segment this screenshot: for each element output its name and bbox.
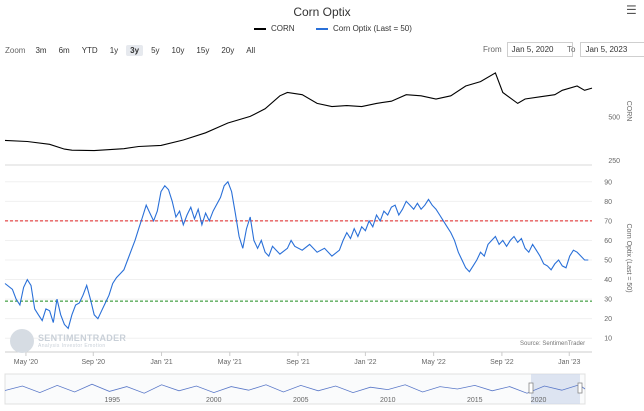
x-tick-label: Jan '22 (354, 359, 376, 366)
from-range: From Jan 5, 2020 (483, 42, 573, 57)
y-tick-label-bottom: 80 (604, 199, 612, 206)
right-axis-label-top: CORN (625, 101, 632, 122)
legend-swatch-optix (316, 27, 328, 30)
zoom-button-5y[interactable]: 5y (151, 46, 160, 55)
from-label: From (483, 45, 502, 54)
menu-icon[interactable]: ☰ (626, 3, 637, 17)
navigator-right-handle[interactable] (577, 382, 583, 394)
y-tick-label-bottom: 40 (604, 277, 612, 284)
y-tick-label-bottom: 70 (604, 218, 612, 225)
watermark-text: SENTIMENTRADER (38, 333, 127, 343)
x-tick-label: May '22 (421, 359, 445, 366)
legend-swatch-corn (254, 27, 266, 30)
zoom-button-all[interactable]: All (246, 46, 256, 55)
navigator-tick-label: 2005 (293, 397, 309, 404)
right-axis-label-bottom: Corn Optix (Last = 50) (625, 223, 632, 292)
watermark-subtext: Analysis Investor Emotion (38, 343, 106, 349)
source-note: Source: SentimenTrader (520, 341, 586, 347)
chart-title: Corn Optix (293, 5, 351, 19)
x-tick-label: Sep '20 (82, 359, 106, 366)
navigator-tick-label: 2000 (206, 397, 222, 404)
y-tick-label-bottom: 10 (604, 336, 612, 343)
legend-item-corn[interactable]: CORN (254, 24, 295, 33)
x-tick-label: May '21 (218, 359, 242, 366)
x-tick-label: Jan '21 (150, 359, 172, 366)
to-range: To Jan 5, 2023 (567, 42, 644, 57)
to-label: To (567, 45, 576, 54)
y-tick-label-bottom: 60 (604, 238, 612, 245)
navigator-tick-label: 2015 (467, 397, 483, 404)
x-tick-label: Sep '21 (286, 359, 310, 366)
x-tick-label: Jan '23 (558, 359, 580, 366)
y-tick-label-top-min: 250 (608, 158, 620, 165)
zoom-button-6m[interactable]: 6m (58, 46, 70, 55)
zoom-button-3m[interactable]: 3m (35, 46, 47, 55)
legend-item-optix[interactable]: Corn Optix (Last = 50) (316, 24, 412, 33)
series-line-corn (4, 72, 593, 152)
zoom-label: Zoom (5, 46, 26, 55)
y-tick-label-bottom: 90 (604, 179, 612, 186)
to-date-input[interactable]: Jan 5, 2023 (580, 42, 644, 57)
navigator-tick-label: 2020 (531, 397, 547, 404)
zoom-buttons: 3m 6m YTD 1y 3y 5y 10y 15y 20y All (31, 45, 263, 56)
watermark: SENTIMENTRADER Analysis Investor Emotion (10, 329, 126, 353)
watermark-logo-icon (10, 329, 34, 353)
y-tick-label-bottom: 50 (604, 258, 612, 265)
from-date-input[interactable]: Jan 5, 2020 (506, 42, 573, 57)
legend-label-optix: Corn Optix (Last = 50) (333, 24, 412, 33)
zoom-button-3y[interactable]: 3y (126, 45, 144, 56)
zoom-button-1y[interactable]: 1y (109, 46, 119, 55)
legend-label-corn: CORN (271, 24, 295, 33)
navigator-tick-label: 1995 (105, 397, 121, 404)
navigator-area (4, 373, 586, 405)
zoom-bar: Zoom 3m 6m YTD 1y 3y 5y 10y 15y 20y All (5, 44, 263, 57)
y-tick-label-bottom: 30 (604, 297, 612, 304)
zoom-button-ytd[interactable]: YTD (81, 46, 98, 55)
zoom-button-15y[interactable]: 15y (196, 46, 210, 55)
x-tick-label: May '20 (14, 359, 38, 366)
navigator-line (4, 383, 586, 394)
zoom-button-20y[interactable]: 20y (221, 46, 235, 55)
series-line-optix (4, 180, 589, 330)
zoom-button-10y[interactable]: 10y (171, 46, 185, 55)
y-tick-label-bottom: 20 (604, 316, 612, 323)
navigator-left-handle[interactable] (528, 382, 534, 394)
x-tick-label: Sep '22 (490, 359, 514, 366)
y-tick-label-top: 500 (608, 114, 620, 121)
navigator-tick-label: 2010 (380, 397, 396, 404)
